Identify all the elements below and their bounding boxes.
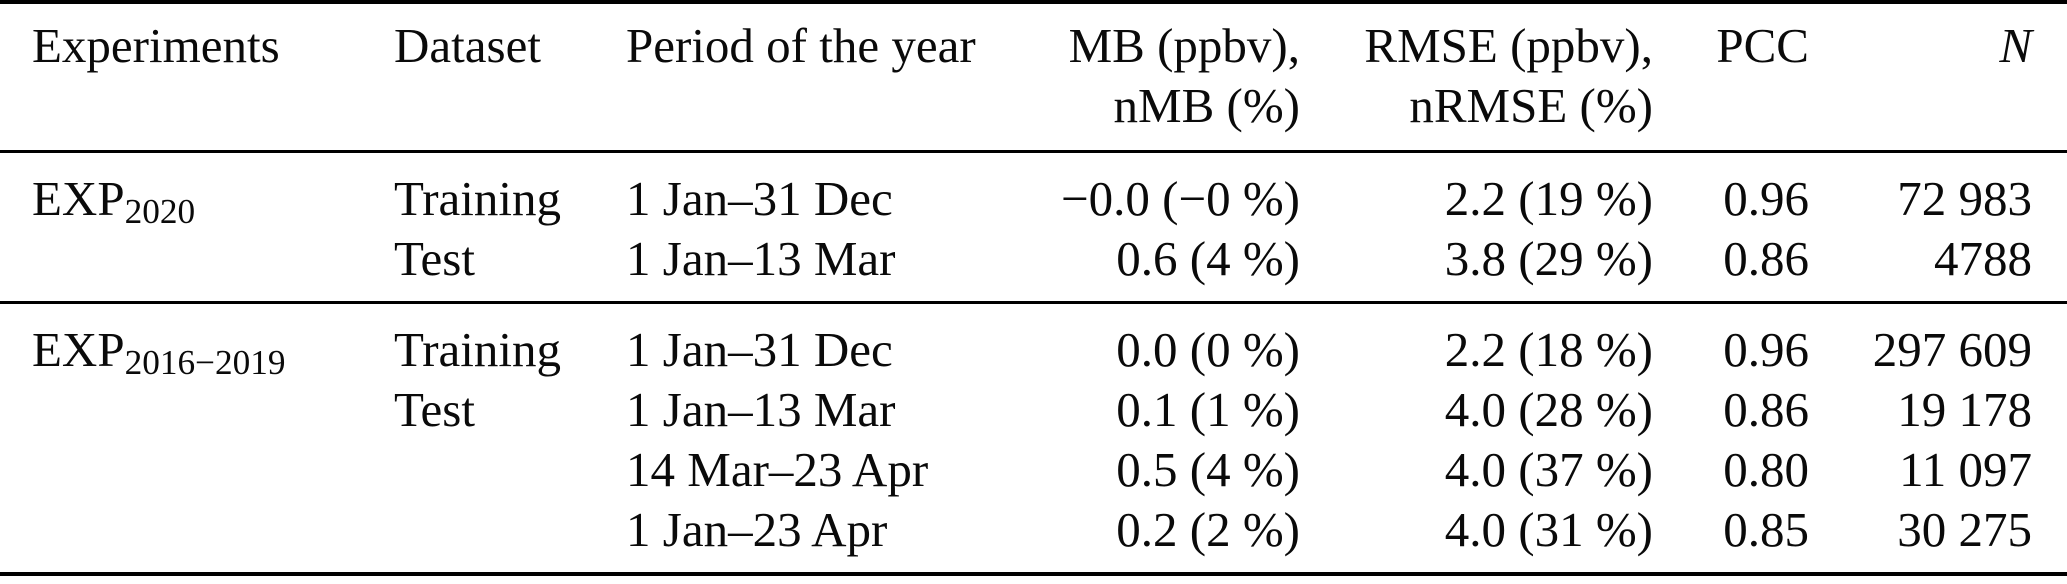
- table-row: Test 1 Jan–13 Mar 0.1 (1 %) 4.0 (28 %) 0…: [0, 380, 2067, 440]
- experiment-subscript: 2020: [124, 191, 196, 231]
- pcc-cell: 0.86: [1723, 382, 1809, 437]
- mb-cell: 0.1 (1 %): [1116, 382, 1300, 437]
- dataset-cell: [360, 440, 600, 500]
- rmse-cell: 4.0 (31 %): [1444, 502, 1653, 557]
- experiment-cell: [0, 440, 360, 500]
- pcc-cell: 0.86: [1723, 230, 1809, 286]
- header-period: Period of the year: [600, 2, 1010, 151]
- dataset-cell: Training: [394, 170, 562, 226]
- header-mb-line1: MB (ppbv),: [1068, 18, 1300, 73]
- experiment-name: EXP: [32, 170, 125, 226]
- n-cell: 4788: [1934, 230, 2032, 286]
- header-dataset-label: Dataset: [394, 18, 541, 73]
- rmse-cell: 2.2 (19 %): [1444, 170, 1653, 226]
- table-row: EXP2020 Training 1 Jan–31 Dec −0.0 (−0 %…: [0, 151, 2067, 229]
- n-cell: 72 983: [1897, 170, 2032, 226]
- header-period-label: Period of the year: [626, 18, 976, 73]
- header-mb: MB (ppbv), nMB (%): [1010, 2, 1302, 151]
- dataset-cell: Test: [394, 382, 475, 437]
- pcc-cell: 0.85: [1723, 502, 1809, 557]
- period-cell: 1 Jan–31 Dec: [626, 322, 893, 377]
- experiment-cell: [0, 500, 360, 574]
- pcc-cell: 0.96: [1723, 322, 1809, 377]
- rmse-cell: 4.0 (28 %): [1444, 382, 1653, 437]
- mb-cell: −0.0 (−0 %): [1061, 170, 1300, 226]
- rmse-cell: 4.0 (37 %): [1444, 442, 1653, 497]
- rmse-cell: 2.2 (18 %): [1444, 322, 1653, 377]
- pcc-cell: 0.96: [1723, 170, 1809, 226]
- table-row: 14 Mar–23 Apr 0.5 (4 %) 4.0 (37 %) 0.80 …: [0, 440, 2067, 500]
- mb-cell: 0.0 (0 %): [1116, 322, 1300, 377]
- mb-cell: 0.5 (4 %): [1116, 442, 1300, 497]
- n-cell: 19 178: [1897, 382, 2032, 437]
- header-experiments: Experiments: [0, 2, 360, 151]
- pcc-cell: 0.80: [1723, 442, 1809, 497]
- n-cell: 11 097: [1899, 442, 2032, 497]
- period-cell: 14 Mar–23 Apr: [626, 442, 929, 497]
- header-rmse-line1: RMSE (ppbv),: [1364, 18, 1653, 73]
- dataset-cell: [360, 500, 600, 574]
- mb-cell: 0.6 (4 %): [1116, 230, 1300, 286]
- table-header-row: Experiments Dataset Period of the year M…: [0, 2, 2067, 151]
- table-row: Test 1 Jan–13 Mar 0.6 (4 %) 3.8 (29 %) 0…: [0, 229, 2067, 303]
- experiment-cell: EXP2020: [0, 151, 360, 229]
- period-cell: 1 Jan–13 Mar: [626, 230, 896, 286]
- header-pcc: PCC: [1653, 2, 1813, 151]
- table-row: 1 Jan–23 Apr 0.2 (2 %) 4.0 (31 %) 0.85 3…: [0, 500, 2067, 574]
- header-rmse-line2: nRMSE (%): [1409, 78, 1653, 133]
- mb-cell: 0.2 (2 %): [1116, 502, 1300, 557]
- header-n: N: [1813, 2, 2067, 151]
- table-row: EXP2016−2019 Training 1 Jan–31 Dec 0.0 (…: [0, 303, 2067, 381]
- experiment-cell: [0, 380, 360, 440]
- experiment-cell: EXP2016−2019: [0, 303, 360, 381]
- experiment-subscript: 2016−2019: [124, 342, 286, 382]
- period-cell: 1 Jan–23 Apr: [626, 502, 888, 557]
- header-experiments-label: Experiments: [32, 18, 280, 73]
- experiment-cell: [0, 229, 360, 303]
- dataset-cell: Test: [394, 230, 475, 286]
- header-dataset: Dataset: [360, 2, 600, 151]
- header-pcc-label: PCC: [1716, 18, 1809, 73]
- experiment-name: EXP: [32, 322, 125, 377]
- header-n-label: N: [1999, 18, 2032, 73]
- n-cell: 30 275: [1897, 502, 2032, 557]
- period-cell: 1 Jan–13 Mar: [626, 382, 896, 437]
- period-cell: 1 Jan–31 Dec: [626, 170, 893, 226]
- n-cell: 297 609: [1872, 322, 2032, 377]
- dataset-cell: Training: [394, 322, 562, 377]
- rmse-cell: 3.8 (29 %): [1444, 230, 1653, 286]
- header-rmse: RMSE (ppbv), nRMSE (%): [1302, 2, 1653, 151]
- header-mb-line2: nMB (%): [1113, 78, 1300, 133]
